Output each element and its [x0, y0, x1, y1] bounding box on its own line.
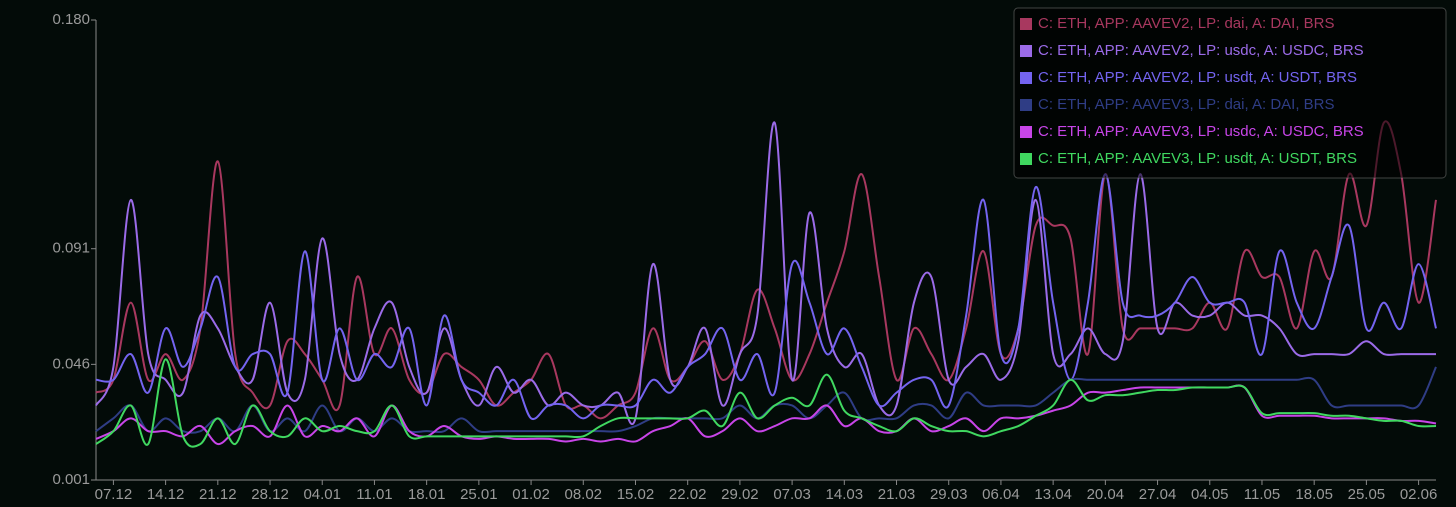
- x-tick-label: 11.01: [356, 486, 392, 503]
- x-tick-label: 20.04: [1087, 486, 1125, 503]
- y-tick-label: 0.001: [52, 471, 90, 488]
- x-tick-label: 01.02: [512, 486, 550, 503]
- legend-swatch: [1020, 126, 1032, 138]
- x-tick-label: 06.04: [982, 486, 1020, 503]
- y-tick-label: 0.046: [52, 355, 90, 372]
- legend: C: ETH, APP: AAVEV2, LP: dai, A: DAI, BR…: [1013, 7, 1447, 179]
- legend-label: C: ETH, APP: AAVEV2, LP: usdc, A: USDC, …: [1038, 42, 1364, 59]
- y-tick-label: 0.091: [52, 240, 90, 257]
- legend-label: C: ETH, APP: AAVEV2, LP: usdt, A: USDT, …: [1038, 69, 1357, 86]
- series-line: [95, 121, 1436, 425]
- x-tick-label: 18.05: [1295, 486, 1333, 503]
- legend-label: C: ETH, APP: AAVEV2, LP: dai, A: DAI, BR…: [1038, 15, 1335, 32]
- x-tick-label: 13.04: [1034, 486, 1072, 503]
- x-tick-label: 29.03: [930, 486, 968, 503]
- legend-swatch: [1020, 99, 1032, 111]
- x-tick-label: 02.06: [1400, 486, 1438, 503]
- series-line: [95, 358, 1437, 448]
- x-tick-label: 22.02: [669, 486, 707, 503]
- x-tick-label: 18.01: [408, 486, 446, 503]
- x-tick-label: 21.03: [878, 486, 916, 503]
- x-tick-label: 08.02: [564, 486, 602, 503]
- series-line: [95, 173, 1437, 421]
- legend-label: C: ETH, APP: AAVEV3, LP: dai, A: DAI, BR…: [1038, 96, 1335, 113]
- legend-swatch: [1020, 153, 1032, 165]
- x-tick-label: 04.01: [303, 486, 341, 503]
- x-tick-label: 14.12: [147, 486, 185, 503]
- x-tick-label: 28.12: [251, 486, 289, 503]
- x-tick-label: 27.04: [1139, 486, 1177, 503]
- x-tick-label: 21.12: [199, 486, 237, 503]
- legend-swatch: [1020, 45, 1032, 57]
- y-tick-label: 0.180: [52, 11, 90, 28]
- legend-label: C: ETH, APP: AAVEV3, LP: usdc, A: USDC, …: [1038, 123, 1364, 140]
- x-tick-label: 07.12: [95, 486, 133, 503]
- legend-label: C: ETH, APP: AAVEV3, LP: usdt, A: USDT, …: [1038, 150, 1357, 167]
- legend-swatch: [1020, 18, 1032, 30]
- x-tick-label: 04.05: [1191, 486, 1229, 503]
- x-tick-label: 25.01: [460, 486, 498, 503]
- x-tick-label: 25.05: [1348, 486, 1386, 503]
- x-tick-label: 15.02: [617, 486, 655, 503]
- x-tick-label: 14.03: [826, 486, 864, 503]
- legend-swatch: [1020, 72, 1032, 84]
- x-tick-label: 07.03: [773, 486, 811, 503]
- x-tick-label: 29.02: [721, 486, 759, 503]
- x-tick-label: 11.05: [1244, 486, 1280, 503]
- legend-box: [1013, 7, 1447, 179]
